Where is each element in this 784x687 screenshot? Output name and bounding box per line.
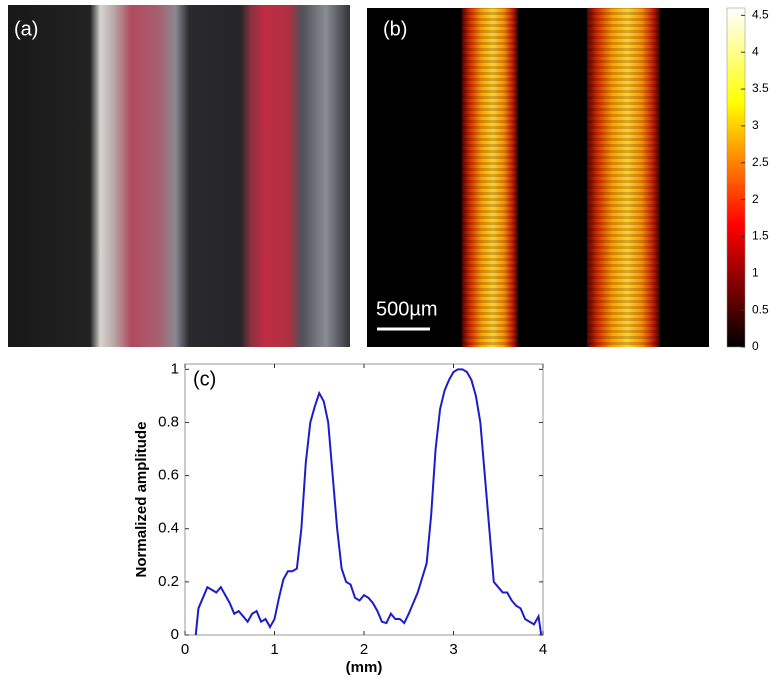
y-tick-label: 0.2 <box>158 573 179 590</box>
heatmap-bg <box>518 8 587 347</box>
x-axis-label: (mm) <box>346 659 383 676</box>
colorbar <box>726 7 746 348</box>
annotation: (c) <box>193 368 216 390</box>
y-tick-label: 0.4 <box>158 520 179 537</box>
colorbar-tick-label: 3 <box>752 118 759 132</box>
x-tick-label: 4 <box>539 641 547 658</box>
x-tick-label: 0 <box>181 641 189 658</box>
colorbar-tick-label: 2.5 <box>752 155 769 169</box>
y-tick-label: 1 <box>171 360 179 377</box>
x-tick-label: 2 <box>360 641 368 658</box>
colorbar-tick-label: 4.5 <box>752 8 769 22</box>
scale-bar-label: 500µm <box>376 298 438 320</box>
y-tick-label: 0.8 <box>158 413 179 430</box>
panel-label: (a) <box>14 18 38 40</box>
colorbar-tick-label: 2 <box>752 192 759 206</box>
y-axis-label: Normalized amplitude <box>133 422 150 578</box>
x-tick-label: 1 <box>270 641 278 658</box>
photo <box>8 5 350 347</box>
colorbar-tick-label: 0 <box>752 339 759 353</box>
line <box>194 368 543 636</box>
panel-label: (b) <box>383 18 407 40</box>
colorbar-tick-label: 1.5 <box>752 229 769 243</box>
colorbar-tick-label: 4 <box>752 44 759 58</box>
y-tick-label: 0 <box>171 626 179 643</box>
colorbar-tick-label: 1 <box>752 265 759 279</box>
x-tick-label: 3 <box>449 641 457 658</box>
y-tick-label: 0.6 <box>158 467 179 484</box>
colorbar-tick-label: 3.5 <box>752 81 769 95</box>
heatmap-bg <box>367 8 462 347</box>
colorbar-tick-label: 0.5 <box>752 302 769 316</box>
